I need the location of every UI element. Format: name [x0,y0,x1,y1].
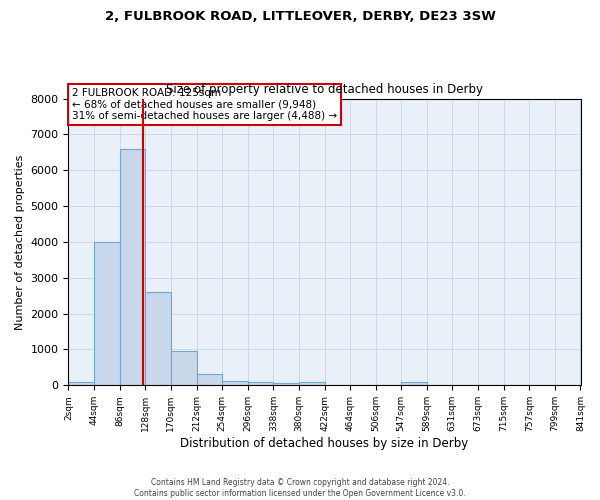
Text: 2 FULBROOK ROAD: 125sqm
← 68% of detached houses are smaller (9,948)
31% of semi: 2 FULBROOK ROAD: 125sqm ← 68% of detache… [72,88,337,121]
Bar [68,382,94,386]
X-axis label: Distribution of detached houses by size in Derby: Distribution of detached houses by size … [181,437,469,450]
Bar [222,381,248,386]
Title: Size of property relative to detached houses in Derby: Size of property relative to detached ho… [166,83,483,96]
Y-axis label: Number of detached properties: Number of detached properties [15,154,25,330]
Bar [119,148,145,386]
Text: Contains HM Land Registry data © Crown copyright and database right 2024.
Contai: Contains HM Land Registry data © Crown c… [134,478,466,498]
Bar [145,292,171,386]
Bar [274,383,299,386]
Bar [248,382,274,386]
Bar [94,242,119,386]
Bar [197,374,222,386]
Bar [171,352,197,386]
Bar [401,382,427,386]
Bar [299,382,325,386]
Text: 2, FULBROOK ROAD, LITTLEOVER, DERBY, DE23 3SW: 2, FULBROOK ROAD, LITTLEOVER, DERBY, DE2… [104,10,496,23]
